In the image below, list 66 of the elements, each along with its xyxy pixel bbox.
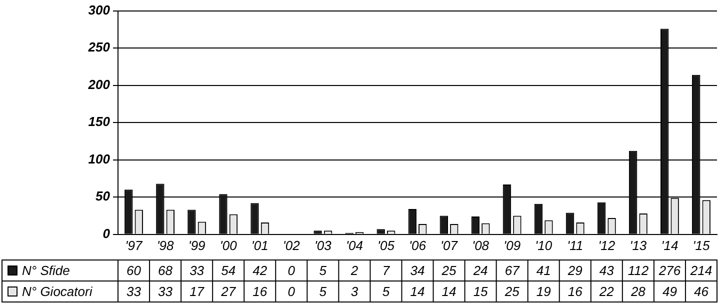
y-tick-label: 50 [96,188,111,204]
data-label: 2 [350,263,359,278]
data-label: 14 [410,284,425,300]
data-label: 68 [158,263,174,278]
x-tick-label: '12 [598,238,616,253]
x-tick-label: '13 [630,238,648,253]
data-label: 29 [566,263,582,278]
data-label: 14 [442,284,456,300]
data-label: 276 [658,263,682,278]
y-tick-label: 100 [88,151,111,166]
data-label: 33 [190,263,205,278]
data-label: 60 [126,263,142,278]
y-tick-label: 0 [102,226,111,241]
x-tick-label: '07 [440,238,458,253]
data-label: 49 [662,284,677,300]
x-tick-label: '01 [251,238,268,253]
data-label: 0 [288,263,296,278]
legend-label: N° Sfide [22,263,70,278]
x-tick-label: '97 [125,238,143,253]
data-label: 46 [694,284,710,300]
data-label: 16 [568,284,584,300]
data-label: 25 [504,284,520,300]
data-label: 17 [190,284,205,300]
x-tick-label: '14 [661,238,678,253]
x-tick-label: '04 [346,238,363,253]
x-tick-label: '06 [409,238,427,253]
data-label: 25 [440,263,458,278]
legend-label: N° Giocatori [22,284,94,300]
x-tick-label: '05 [377,238,396,253]
x-tick-label: '10 [535,238,553,253]
data-label: 41 [536,263,551,278]
x-tick-label: '98 [156,238,175,253]
data-label: 42 [252,263,268,278]
x-tick-label: '02 [282,238,301,253]
y-tick-label: 250 [87,40,111,55]
data-label: 3 [350,284,359,300]
x-tick-label: '08 [472,238,490,253]
y-tick-label: 300 [88,2,111,18]
y-tick-label: 200 [87,76,111,92]
x-tick-label: '15 [692,238,710,253]
data-label: 15 [473,284,489,300]
data-label: 67 [504,263,520,278]
x-tick-label: '00 [220,238,238,253]
x-tick-label: '03 [314,238,332,253]
data-label: 34 [410,263,425,278]
data-label: 16 [252,284,268,300]
data-label: 7 [382,263,390,278]
data-label: 0 [288,284,296,300]
data-label: 5 [319,284,328,300]
data-label: 43 [599,263,615,278]
data-label: 112 [628,263,650,278]
y-tick-label: 150 [88,114,111,130]
data-label: 33 [158,284,174,300]
data-label: 54 [221,263,236,278]
x-tick-label: '11 [567,238,584,253]
data-label: 19 [536,284,551,300]
data-label: 5 [319,263,328,278]
data-label: 5 [382,284,390,300]
x-tick-label: '09 [504,238,521,253]
data-label: 28 [630,284,646,300]
data-label: 27 [220,284,236,300]
data-label: 214 [689,263,712,278]
data-label: 24 [472,263,488,278]
data-label: 33 [126,284,142,300]
data-label: 22 [598,284,615,300]
x-tick-label: '99 [188,238,206,253]
